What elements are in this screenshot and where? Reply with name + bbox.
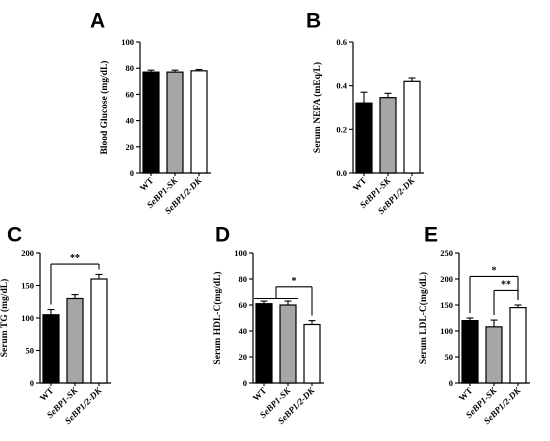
x-tick-label: WT bbox=[351, 175, 369, 193]
y-tick-label: 0.4 bbox=[336, 81, 347, 91]
significance-label: ** bbox=[70, 253, 80, 264]
y-tick-label: 100 bbox=[234, 248, 247, 258]
y-tick-label: 80 bbox=[239, 274, 248, 284]
bar-sebp1-sk bbox=[279, 304, 297, 384]
y-tick-label: 50 bbox=[445, 352, 454, 362]
y-axis-label: Serum NEFA (mEq/L) bbox=[312, 62, 323, 153]
bar-sebp1-2-dk bbox=[190, 70, 208, 174]
y-axis-label: Serum TG (mg/dL) bbox=[0, 279, 10, 357]
bar-sebp1-2-dk bbox=[303, 323, 321, 384]
y-tick-label: 150 bbox=[21, 281, 34, 291]
bar-wt bbox=[355, 102, 373, 174]
panel-letter: C bbox=[7, 224, 22, 247]
x-tick-label: WT bbox=[457, 385, 475, 403]
bar-wt bbox=[461, 320, 479, 384]
y-tick-label: 0.2 bbox=[336, 124, 347, 134]
x-tick-label: WT bbox=[138, 175, 156, 193]
y-tick-label: 0 bbox=[243, 378, 247, 388]
y-axis-label: Serum HDL-C(mg/dL) bbox=[212, 271, 223, 364]
panel-letter: B bbox=[306, 10, 321, 33]
y-tick-label: 40 bbox=[239, 326, 248, 336]
y-tick-label: 100 bbox=[21, 313, 34, 323]
y-tick-label: 100 bbox=[440, 326, 453, 336]
x-tick-label: WT bbox=[251, 385, 269, 403]
significance-label: * bbox=[492, 265, 497, 276]
panel-letter: A bbox=[90, 10, 105, 33]
y-tick-label: 200 bbox=[21, 248, 34, 258]
bar-sebp1-2-dk bbox=[509, 307, 527, 384]
bar-sebp1-sk bbox=[166, 71, 184, 174]
significance-label: ** bbox=[501, 279, 511, 290]
bar-sebp1-2-dk bbox=[90, 278, 108, 384]
y-tick-label: 0 bbox=[130, 168, 134, 178]
y-tick-label: 200 bbox=[440, 274, 453, 284]
y-tick-label: 60 bbox=[239, 300, 248, 310]
bar-sebp1-sk bbox=[485, 326, 503, 384]
y-tick-label: 50 bbox=[26, 346, 35, 356]
x-tick-label: WT bbox=[38, 385, 56, 403]
y-tick-label: 40 bbox=[126, 116, 135, 126]
bar-wt bbox=[255, 303, 273, 384]
bar-sebp1-sk bbox=[66, 297, 84, 384]
y-tick-label: 20 bbox=[239, 352, 248, 362]
y-tick-label: 0 bbox=[30, 378, 34, 388]
y-tick-label: 100 bbox=[121, 37, 134, 47]
bar-sebp1-2-dk bbox=[403, 80, 421, 174]
y-tick-label: 60 bbox=[126, 89, 135, 99]
y-tick-label: 80 bbox=[126, 63, 135, 73]
y-tick-label: 0 bbox=[449, 378, 453, 388]
panel-letter: D bbox=[215, 224, 230, 247]
y-tick-label: 150 bbox=[440, 300, 453, 310]
panel-letter: E bbox=[424, 224, 438, 247]
significance-label: * bbox=[292, 276, 297, 287]
y-tick-label: 250 bbox=[440, 248, 453, 258]
y-tick-label: 20 bbox=[126, 142, 135, 152]
y-tick-label: 0.0 bbox=[336, 168, 347, 178]
y-tick-label: 0.6 bbox=[336, 37, 347, 47]
bar-wt bbox=[142, 71, 160, 174]
bar-wt bbox=[42, 314, 60, 384]
y-axis-label: Serum LDL-C(mg/dL) bbox=[418, 272, 429, 364]
y-axis-label: Blood Glucose (mg/dL) bbox=[99, 61, 110, 155]
bar-sebp1-sk bbox=[379, 97, 397, 174]
